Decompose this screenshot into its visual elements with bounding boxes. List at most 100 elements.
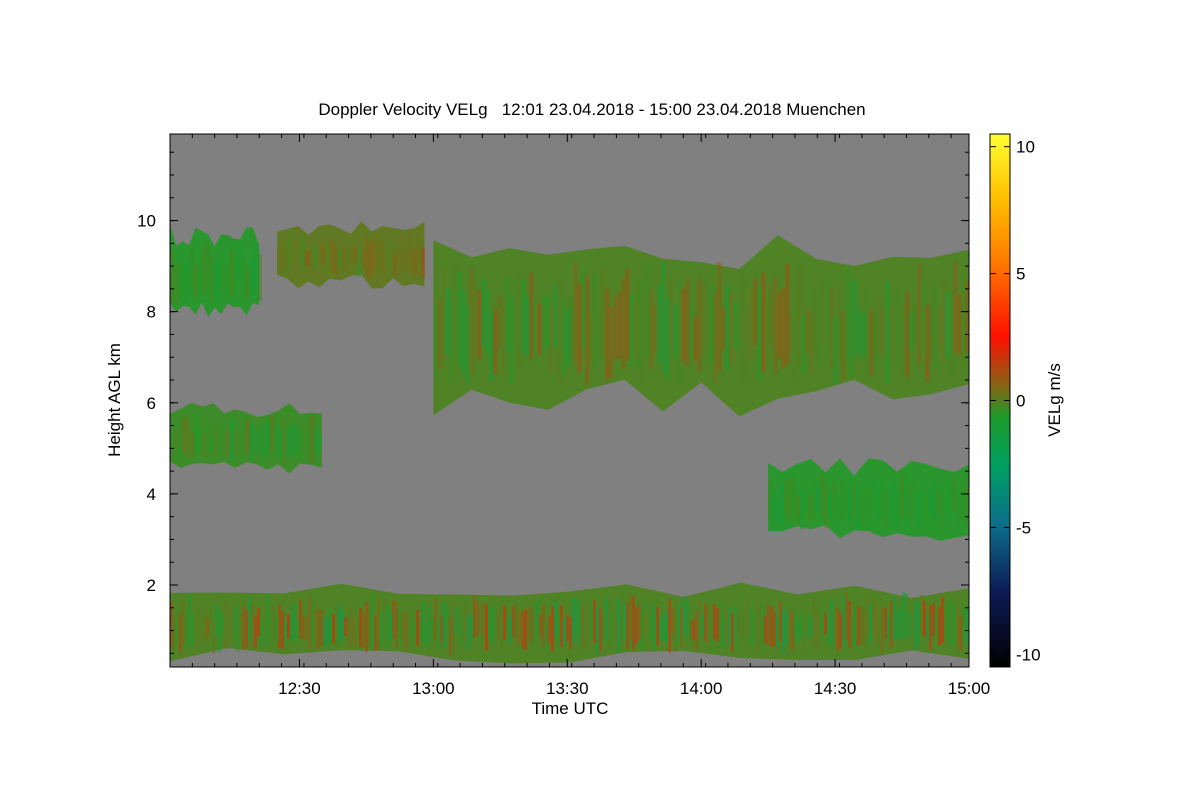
velocity-streak (290, 613, 293, 643)
velocity-streak (509, 616, 512, 643)
velocity-streak (194, 414, 198, 458)
velocity-streak (393, 254, 398, 276)
velocity-streak (749, 606, 752, 646)
velocity-streak (689, 619, 692, 641)
velocity-streak (308, 596, 311, 650)
velocity-streak (509, 295, 514, 384)
velocity-streak (865, 288, 870, 378)
velocity-streak (236, 603, 239, 652)
velocity-streak (948, 483, 953, 524)
velocity-streak (230, 604, 233, 643)
velocity-streak (262, 422, 266, 462)
velocity-streak (269, 612, 272, 643)
velocity-streak (445, 287, 450, 355)
velocity-streak (872, 598, 875, 637)
velocity-streak (897, 288, 902, 370)
velocity-streak (338, 604, 341, 644)
velocity-streak (884, 490, 889, 528)
velocity-streak (314, 603, 317, 651)
velocity-streak (965, 609, 968, 645)
velocity-streak (437, 619, 440, 647)
velocity-streak (263, 614, 266, 642)
velocity-streak (932, 483, 937, 520)
velocity-streak (525, 296, 530, 357)
colorbar-ticks: 10 5 0 -5 -10 (990, 138, 1041, 664)
velocity-streak (369, 242, 374, 277)
velocity-streak (644, 613, 647, 639)
velocity-streak (755, 616, 758, 645)
velocity-streak (186, 260, 190, 300)
y-tick-label: 2 (147, 576, 156, 595)
velocity-streak (877, 298, 882, 355)
velocity-streak (818, 612, 821, 642)
velocity-streak (182, 418, 186, 453)
velocity-streak (872, 479, 877, 512)
velocity-streak (362, 613, 365, 648)
velocity-streak (455, 607, 458, 635)
velocity-streak (905, 291, 910, 378)
velocity-streak (206, 242, 210, 290)
velocity-streak (421, 247, 426, 277)
velocity-streak (940, 495, 945, 524)
velocity-streak (893, 289, 898, 367)
x-tick-label: 13:30 (546, 679, 589, 698)
velocity-streak (470, 615, 473, 640)
velocity-streak (637, 279, 642, 369)
velocity-streak (347, 617, 350, 649)
velocity-streak (645, 261, 650, 361)
velocity-streak (260, 617, 263, 649)
velocity-streak (569, 617, 572, 650)
velocity-streak (294, 425, 298, 455)
velocity-streak (385, 238, 390, 269)
velocity-streak (609, 307, 614, 378)
velocity-streak (214, 426, 218, 456)
velocity-streak (812, 482, 817, 515)
velocity-streak (957, 294, 962, 356)
velocity-streak (626, 602, 629, 650)
velocity-streak (305, 250, 310, 267)
x-tick-label: 13:00 (412, 679, 455, 698)
velocity-streak (419, 599, 422, 648)
y-tick-label: 4 (147, 485, 156, 504)
velocity-streak (479, 600, 482, 635)
velocity-streak (717, 262, 722, 372)
velocity-streak (381, 241, 386, 271)
velocity-streak (839, 612, 842, 649)
velocity-streak (437, 300, 442, 370)
colorbar-tick-label: -10 (1016, 645, 1041, 664)
velocity-streak (377, 599, 380, 651)
velocity-streak (407, 613, 410, 644)
velocity-streak (841, 310, 846, 381)
velocity-streak (182, 261, 186, 304)
velocity-streak (590, 601, 593, 640)
velocity-streak (578, 601, 581, 647)
velocity-streak (238, 247, 242, 284)
velocity-streak (317, 248, 322, 265)
velocity-streak (413, 619, 416, 637)
velocity-streak (949, 291, 954, 377)
velocity-streak (250, 423, 254, 461)
velocity-streak (596, 608, 599, 655)
velocity-streak (602, 615, 605, 640)
velocity-streak (812, 597, 815, 645)
velocity-streak (246, 419, 250, 452)
velocity-streak (721, 307, 726, 350)
velocity-streak (757, 288, 762, 381)
velocity-streak (741, 277, 746, 380)
velocity-streak (453, 264, 458, 353)
velocity-streak (473, 595, 476, 639)
velocity-streak (485, 604, 488, 651)
velocity-streak (947, 600, 950, 643)
x-tick-label: 15:00 (948, 679, 991, 698)
velocity-streak (197, 611, 200, 647)
velocity-streak (729, 292, 734, 365)
velocity-streak (194, 264, 198, 299)
velocity-streak (356, 602, 359, 638)
velocity-streak (680, 608, 683, 648)
velocity-streak (828, 494, 833, 518)
velocity-streak (808, 494, 813, 522)
velocity-streak (856, 487, 861, 530)
velocity-streak (797, 266, 802, 368)
velocity-streak (581, 267, 586, 349)
velocity-streak (800, 611, 803, 639)
